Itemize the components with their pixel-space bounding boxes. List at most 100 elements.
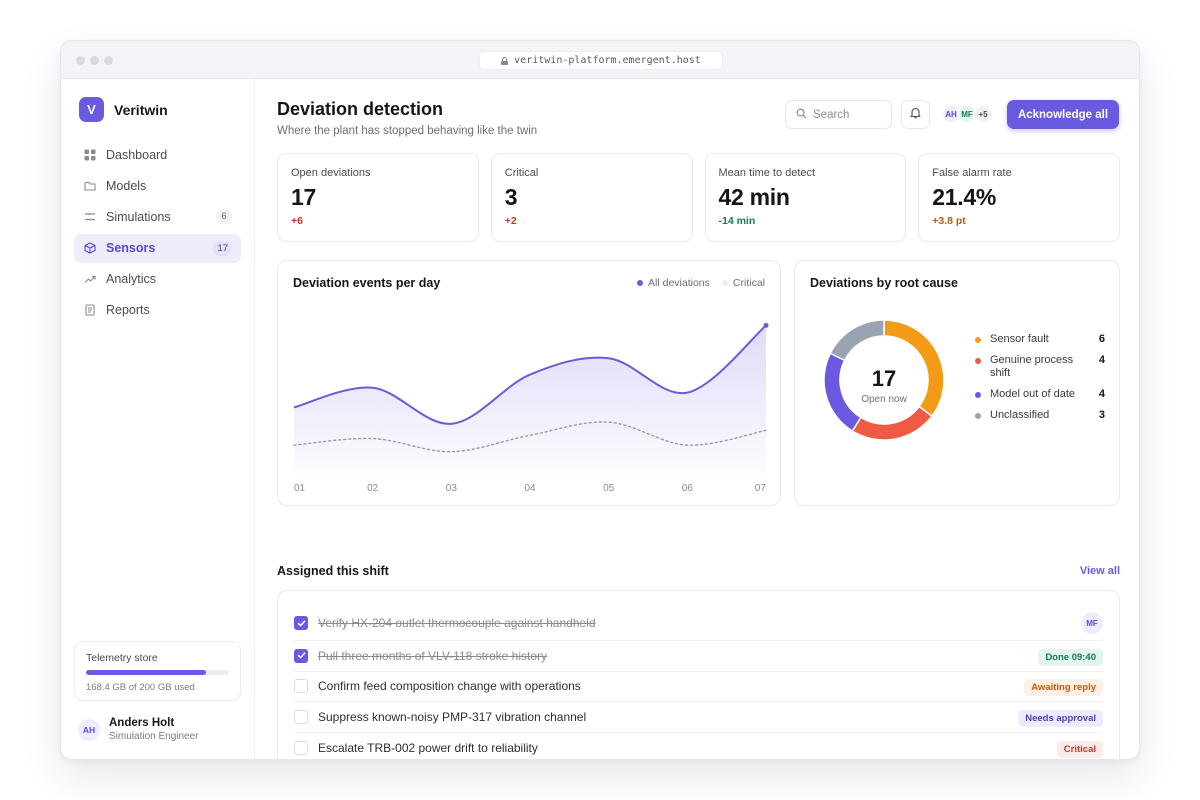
bell-icon: [910, 106, 921, 124]
donut-slice-unclassified[interactable]: [829, 319, 885, 362]
check-icon: [297, 619, 305, 626]
donut-legend: Sensor fault 6 Genuine process shift 4 Model…: [975, 333, 1105, 430]
browser-titlebar: veritwin-platform.emergent.host: [61, 41, 1139, 79]
storage-title: Telemetry store: [86, 652, 158, 664]
brand[interactable]: V Veritwin: [79, 97, 168, 122]
legend-item-sensor-fault[interactable]: Sensor fault 6: [975, 333, 1105, 346]
status-badge: Needs approval: [1018, 708, 1103, 727]
status-badge-label: Done 09:40: [1038, 648, 1103, 666]
x-tick-label: 04: [524, 483, 536, 494]
sidebar-item-models[interactable]: Models: [74, 171, 241, 200]
storage-used-text: 168.4 GB of 200 GB used: [86, 682, 195, 693]
line-chart-svg: 01 02 03 04 05 06 07: [293, 322, 769, 494]
legend-label: Genuine process shift: [990, 354, 1074, 379]
kpi-delta: +3.8 pt: [932, 215, 966, 227]
sidebar-item-label: Reports: [106, 303, 150, 318]
checkbox[interactable]: [294, 740, 308, 755]
task-text: Verify HX-204 outlet thermocouple agains…: [318, 616, 596, 630]
legend-label: Unclassified: [990, 409, 1050, 421]
sidebar-item-label: Simulations: [106, 209, 171, 224]
kpi-value: 42 min: [718, 184, 790, 210]
x-tick-label: 01: [294, 483, 306, 494]
cube-icon: [84, 242, 96, 254]
user-profile[interactable]: AH Anders Holt Simulation Engineer: [78, 717, 199, 742]
area-fill-all-deviations: [294, 325, 766, 473]
task-row[interactable]: Verify HX-204 outlet thermocouple agains…: [294, 606, 1103, 641]
legend-item-genuine-process-shift[interactable]: Genuine process shift 4: [975, 354, 1105, 380]
telemetry-store-card: Telemetry store 168.4 GB of 200 GB used: [74, 641, 241, 701]
task-text: Confirm feed composition change with ope…: [318, 679, 581, 694]
window-maximize-dot[interactable]: [104, 56, 113, 65]
x-tick-label: 07: [755, 483, 767, 494]
donut-slice-model-out-of-date[interactable]: [823, 352, 862, 433]
sidebar-item-simulations[interactable]: Simulations 6: [74, 202, 241, 231]
acknowledge-all-button[interactable]: Acknowledge all: [1007, 100, 1119, 129]
window-close-dot[interactable]: [76, 56, 85, 65]
kpi-delta: +2: [504, 215, 517, 227]
sidebar-item-analytics[interactable]: Analytics: [74, 265, 241, 294]
kpi-value: 3: [504, 184, 518, 210]
x-tick-label: 06: [682, 483, 694, 494]
kpi-card-critical[interactable]: Critical 3 +2: [490, 153, 693, 242]
legend-item-all-deviations[interactable]: All deviations: [637, 277, 710, 289]
donut-slice-genuine-process-shift[interactable]: [851, 405, 933, 441]
address-bar[interactable]: veritwin-platform.emergent.host: [479, 51, 723, 70]
sidebar-nav: Dashboard Models Simulations 6 Sensors: [74, 140, 241, 327]
checkbox[interactable]: [294, 709, 308, 724]
trend-icon: [84, 273, 96, 285]
kpi-card-open-deviations[interactable]: Open deviations 17 +6: [277, 153, 479, 242]
chart-title: Deviations by root cause: [810, 276, 958, 290]
kpi-card-mean-time-to-detect[interactable]: Mean time to detect 42 min -14 min: [704, 153, 907, 242]
folder-icon: [84, 180, 96, 192]
team-avatar-stack[interactable]: AH MF +5: [941, 103, 993, 125]
url-text: veritwin-platform.emergent.host: [514, 55, 701, 66]
legend-label: Critical: [732, 277, 765, 289]
more-members-badge: +5: [973, 104, 993, 124]
x-tick-label: 03: [446, 483, 458, 494]
avatar: MF: [1081, 612, 1103, 634]
kpi-label: Critical: [504, 167, 539, 179]
task-row[interactable]: Pull three months of VLV-118 stroke hist…: [294, 641, 1103, 672]
checkbox[interactable]: [294, 679, 308, 694]
chart-title: Deviation events per day: [293, 276, 441, 290]
simulation-icon: [84, 211, 96, 223]
sidebar-item-label: Dashboard: [106, 147, 168, 162]
view-all-link[interactable]: View all: [1079, 565, 1120, 577]
task-row[interactable]: Escalate TRB-002 power drift to reliabil…: [294, 733, 1103, 760]
window-minimize-dot[interactable]: [90, 56, 99, 65]
task-text: Escalate TRB-002 power drift to reliabil…: [318, 740, 538, 755]
task-row[interactable]: Suppress known-noisy PMP-317 vibration c…: [294, 702, 1103, 733]
sensors-count-badge: 17: [213, 240, 232, 256]
sidebar-item-sensors[interactable]: Sensors 17: [74, 233, 241, 263]
donut-chart-svg: 17 Open now: [823, 319, 945, 441]
data-point-latest[interactable]: [763, 322, 769, 328]
status-badge: Awaiting reply: [1024, 677, 1103, 697]
sidebar-item-label: Models: [106, 178, 147, 193]
search-icon: [796, 108, 807, 122]
checkbox-checked[interactable]: [294, 616, 308, 630]
storage-progress-fill: [86, 670, 207, 675]
task-row[interactable]: Confirm feed composition change with ope…: [294, 672, 1103, 702]
series-line-all-deviations: [293, 324, 767, 425]
legend-item-model-out-of-date[interactable]: Model out of date 4: [975, 388, 1105, 401]
sidebar: V Veritwin Dashboard Models Simulatio: [61, 79, 255, 759]
sidebar-item-dashboard[interactable]: Dashboard: [74, 140, 241, 169]
legend-swatch: [975, 392, 981, 398]
browser-window: veritwin-platform.emergent.host V Veritw…: [60, 40, 1140, 760]
legend-swatch: [975, 337, 981, 343]
kpi-card-false-alarm-rate[interactable]: False alarm rate 21.4% +3.8 pt: [918, 153, 1120, 242]
legend-item-unclassified[interactable]: Unclassified 3: [975, 409, 1105, 422]
checkbox-checked[interactable]: [294, 648, 308, 663]
legend-value: 6: [1098, 333, 1105, 345]
sidebar-item-reports[interactable]: Reports: [74, 296, 241, 325]
notifications-button[interactable]: [901, 100, 930, 129]
donut-center-label: Open now: [861, 394, 907, 405]
kpi-label: Mean time to detect: [718, 167, 816, 179]
grid-icon: [84, 149, 96, 161]
chart-legend: All deviations Critical: [637, 277, 765, 289]
brand-logo: V: [79, 97, 104, 122]
search-input[interactable]: Search: [785, 100, 892, 129]
page-subtitle: Where the plant has stopped behaving lik…: [277, 125, 538, 137]
storage-progress-bar: [86, 670, 229, 675]
legend-item-critical[interactable]: Critical: [721, 277, 765, 289]
